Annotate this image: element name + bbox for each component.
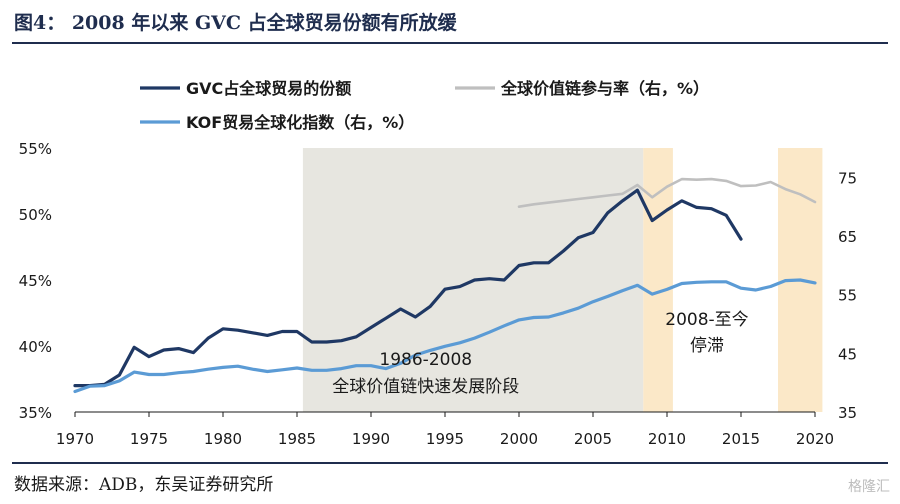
x-tick-label: 1985 xyxy=(278,430,316,448)
x-tick-label: 2005 xyxy=(574,430,612,448)
x-tick-label: 1980 xyxy=(204,430,242,448)
series-line-participation xyxy=(517,177,817,208)
x-tick-label: 2020 xyxy=(796,430,834,448)
series-line-kof xyxy=(73,278,817,394)
x-tick-label: 2000 xyxy=(500,430,538,448)
legend-label-gvc: GVC占全球贸易的份额 xyxy=(186,79,351,98)
figure-title: 图4： 2008 年以来 GVC 占全球贸易份额有所放缓 xyxy=(14,12,457,34)
title-rule xyxy=(12,42,888,44)
source-note: 数据来源：ADB，东吴证券研究所 xyxy=(14,475,274,495)
x-tick-label: 2015 xyxy=(722,430,760,448)
series-line-gvc xyxy=(73,188,743,388)
legend-label-kof: KOF贸易全球化指数（右，%） xyxy=(186,113,414,132)
gvc-trade-chart: 1970 1975 1980 1985 1990 1995 2000 2005 2010 2015… xyxy=(19,79,857,448)
shaded-periods xyxy=(302,148,823,412)
series-lines xyxy=(73,177,817,394)
x-tick-label: 2010 xyxy=(648,430,686,448)
x-tick-label: 1970 xyxy=(56,430,94,448)
watermark: 格隆汇 xyxy=(848,479,890,495)
y-right-tick-label: 35 xyxy=(838,404,857,422)
x-tick-label: 1975 xyxy=(130,430,168,448)
x-tick-label: 1990 xyxy=(352,430,390,448)
x-tick-label: 1995 xyxy=(426,430,464,448)
stagnation-label-desc: 停滞 xyxy=(690,336,724,356)
legend: GVC占全球贸易的份额 全球价值链参与率（右，%） KOF贸易全球化指数（右，%） xyxy=(140,79,709,132)
y-right-tick-label: 75 xyxy=(838,169,857,187)
axes: 1970 1975 1980 1985 1990 1995 2000 2005 2010 2015… xyxy=(19,140,857,448)
y-right-tick-label: 55 xyxy=(838,287,857,305)
y-left-tick-label: 35% xyxy=(19,404,52,422)
band-label-title: 1986-2008 xyxy=(379,350,472,370)
y-right-tick-label: 65 xyxy=(838,228,857,246)
y-left-tick-label: 45% xyxy=(19,272,52,290)
shaded-band-2 xyxy=(643,148,673,412)
y-left-tick-label: 40% xyxy=(19,338,52,356)
stagnation-label-title: 2008-至今 xyxy=(665,310,748,330)
y-left-tick-label: 50% xyxy=(19,206,52,224)
y-right-tick-label: 45 xyxy=(838,345,857,363)
source-rule xyxy=(12,462,888,464)
legend-label-participation: 全球价值链参与率（右，%） xyxy=(500,79,709,98)
band-label-desc: 全球价值链快速发展阶段 xyxy=(332,377,519,397)
y-left-tick-label: 55% xyxy=(19,140,52,158)
